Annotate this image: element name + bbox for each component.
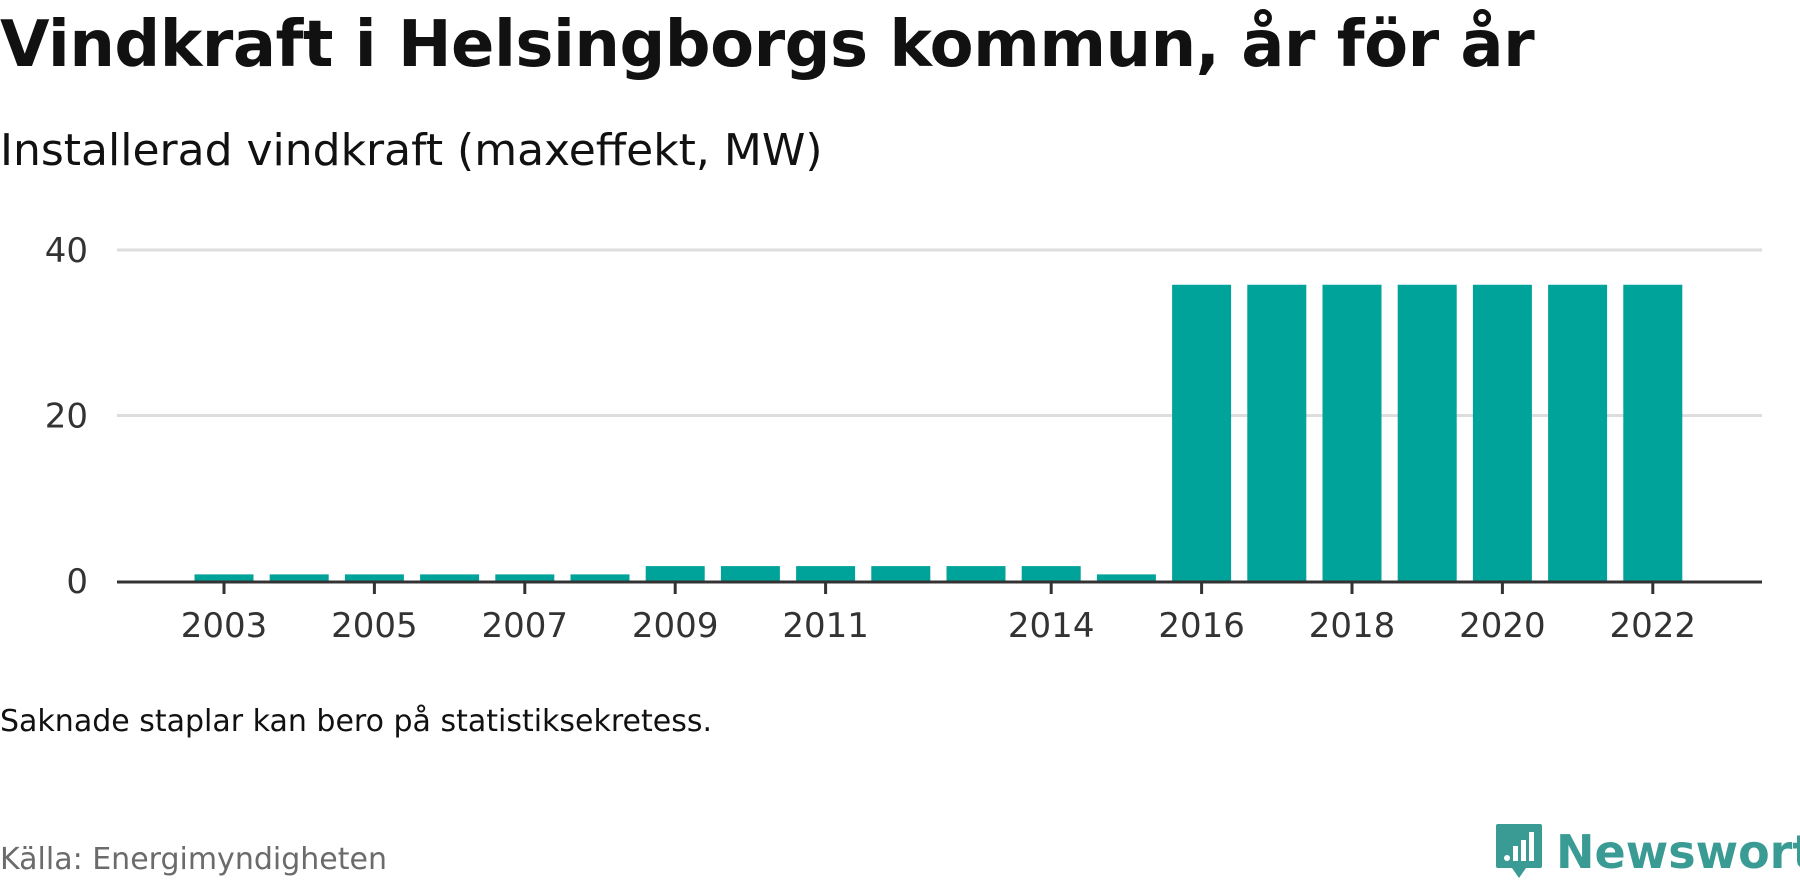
bar-2015[interactable]	[1096, 574, 1156, 581]
bar-2021[interactable]	[1548, 284, 1608, 581]
newsworthy-logo-icon	[1496, 824, 1542, 878]
y-tick-label: 20	[45, 397, 88, 437]
chart-subtitle: Installerad vindkraft (maxeffekt, MW)	[0, 125, 823, 176]
newsworthy-logo[interactable]: Newsworthy	[1494, 822, 1800, 882]
x-tick-label: 2009	[632, 606, 719, 646]
bar-2012[interactable]	[871, 566, 931, 581]
bar-2014[interactable]	[1021, 566, 1081, 581]
x-tick-label: 2011	[782, 606, 869, 646]
footnote: Saknade staplar kan bero på statistiksek…	[0, 704, 713, 739]
bar-2010[interactable]	[720, 566, 780, 581]
y-axis-ticks: 0 20 40	[45, 231, 88, 602]
x-axis-ticks: 2003 2005 2007 2009 2011 2014 2016 2018 2020 2022	[181, 582, 1696, 646]
bar-2006[interactable]	[420, 574, 480, 581]
bars	[194, 284, 1683, 581]
y-tick-label: 40	[45, 231, 88, 271]
bar-2005[interactable]	[344, 574, 404, 581]
bar-2019[interactable]	[1397, 284, 1457, 581]
x-tick-label: 2007	[482, 606, 569, 646]
x-tick-label: 2014	[1008, 606, 1095, 646]
bar-2009[interactable]	[645, 566, 705, 581]
logo-wordmark: Newsworthy	[1556, 825, 1800, 879]
bar-2018[interactable]	[1322, 284, 1382, 581]
x-tick-label: 2003	[181, 606, 268, 646]
bar-2022[interactable]	[1623, 284, 1683, 581]
source-credit: Källa: Energimyndigheten	[0, 842, 387, 877]
bar-2013[interactable]	[946, 566, 1006, 581]
bar-2017[interactable]	[1247, 284, 1307, 581]
bar-2007[interactable]	[495, 574, 555, 581]
bar-2016[interactable]	[1172, 284, 1232, 581]
bar-2020[interactable]	[1472, 284, 1532, 581]
chart-title: Vindkraft i Helsingborgs kommun, år för …	[0, 8, 1535, 82]
x-tick-label: 2005	[331, 606, 418, 646]
x-tick-label: 2022	[1610, 606, 1697, 646]
bar-2004[interactable]	[269, 574, 329, 581]
bar-2003[interactable]	[194, 574, 254, 581]
bar-2011[interactable]	[796, 566, 856, 581]
x-tick-label: 2016	[1158, 606, 1245, 646]
x-tick-label: 2018	[1309, 606, 1396, 646]
x-tick-label: 2020	[1459, 606, 1546, 646]
y-tick-label: 0	[66, 562, 88, 602]
bar-2008[interactable]	[570, 574, 630, 581]
